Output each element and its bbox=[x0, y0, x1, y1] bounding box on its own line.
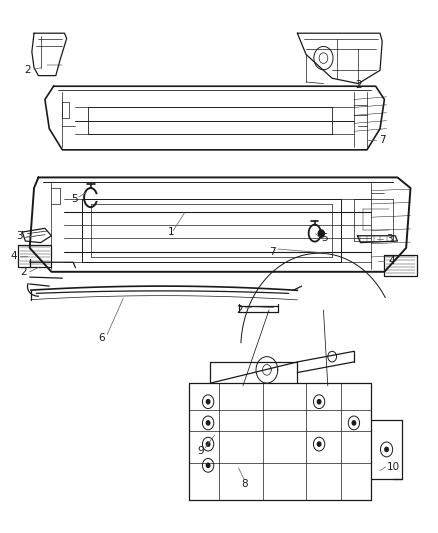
Circle shape bbox=[318, 230, 324, 237]
Text: 6: 6 bbox=[98, 333, 105, 343]
Text: 9: 9 bbox=[198, 446, 204, 456]
Text: 8: 8 bbox=[241, 479, 247, 489]
Text: 7: 7 bbox=[379, 135, 385, 146]
Circle shape bbox=[206, 400, 210, 404]
Text: 4: 4 bbox=[10, 251, 17, 261]
Text: 5: 5 bbox=[71, 194, 78, 204]
Text: 3: 3 bbox=[16, 231, 23, 241]
Circle shape bbox=[385, 447, 389, 451]
Circle shape bbox=[318, 400, 321, 404]
Circle shape bbox=[206, 463, 210, 467]
Circle shape bbox=[206, 421, 210, 425]
Text: 10: 10 bbox=[386, 462, 399, 472]
Circle shape bbox=[352, 421, 356, 425]
Text: 2: 2 bbox=[24, 66, 31, 75]
Text: 2: 2 bbox=[355, 80, 362, 90]
Text: 7: 7 bbox=[269, 247, 276, 257]
Text: 2: 2 bbox=[237, 305, 243, 315]
Text: 3: 3 bbox=[386, 234, 393, 244]
Text: 2: 2 bbox=[20, 267, 26, 277]
Circle shape bbox=[318, 442, 321, 446]
Text: 1: 1 bbox=[168, 227, 174, 237]
Text: 4: 4 bbox=[388, 256, 395, 266]
Circle shape bbox=[206, 442, 210, 446]
Text: 5: 5 bbox=[321, 233, 328, 244]
